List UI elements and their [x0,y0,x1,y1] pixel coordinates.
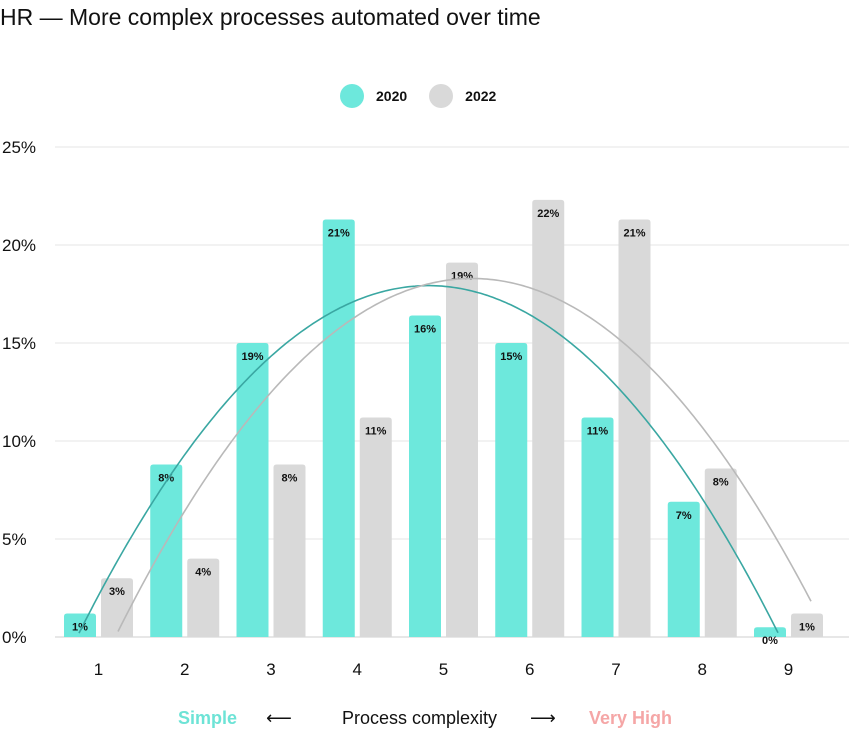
data-label-2022: 11% [365,425,387,437]
data-label-2022: 22% [537,208,559,220]
data-label-2020: 15% [500,351,522,363]
y-tick-label: 25% [2,138,36,157]
y-tick-label: 5% [2,530,27,549]
legend-swatch-2022 [429,84,454,108]
bar-2022-4 [359,417,392,637]
legend-item-2022: 2022 [429,84,496,108]
x-axis-label-center: Process complexity [342,708,498,728]
data-label-2022: 8% [282,473,298,485]
trendline-2020 [78,284,779,634]
bar-2020-4 [322,219,355,637]
data-label-2020: 7% [676,510,692,522]
bar-2020-9 [754,627,786,637]
data-label-2022: 4% [195,567,211,579]
x-axis-arrow-left: ⟵ [266,708,292,728]
legend: 2020 2022 [340,84,518,108]
x-tick-label: 9 [784,660,793,679]
y-tick-label: 0% [2,628,27,647]
data-label-2020: 0% [762,635,778,647]
data-label-2022: 21% [623,228,645,240]
bar-2022-3 [273,464,306,637]
x-tick-label: 1 [94,660,103,679]
bar-2022-9 [791,613,823,637]
x-tick-label: 6 [525,660,534,679]
bar-2020-8 [667,501,700,637]
bar-2020-6 [495,343,528,637]
bar-2022-6 [532,199,565,638]
y-tick-label: 10% [2,432,36,451]
bar-2022-7 [618,219,651,637]
data-label-2020: 16% [414,324,436,336]
bar-2022-2 [187,558,220,637]
y-tick-label: 20% [2,236,36,255]
trendline-2022 [117,277,812,632]
data-label-2022: 3% [109,586,125,598]
x-tick-label: 4 [353,660,362,679]
legend-label-2020: 2020 [376,88,408,104]
bar-2022-8 [704,468,737,637]
data-label-2022: 19% [451,271,473,283]
bar-chart: 0% 5% 10% 15% 20% 25% 1% 8% 19% 21% 16% 15% 11% 7% 0% 3… [2,138,849,679]
bar-2020-5 [409,315,441,637]
chart-title: HR — More complex processes automated ov… [0,4,541,30]
x-axis-label-simple: Simple [178,708,238,728]
data-label-2020: 21% [328,228,350,240]
bar-2022-1 [101,578,133,637]
bar-2020-1 [64,613,96,637]
x-tick-label: 5 [439,660,448,679]
data-label-2022: 8% [713,476,729,488]
legend-label-2022: 2022 [465,88,497,104]
bar-2022-5 [446,262,478,637]
bar-2020-2 [150,464,183,637]
x-axis-arrow-right: ⟶ [530,708,556,728]
x-tick-label: 2 [180,660,189,679]
x-tick-label: 8 [698,660,707,679]
x-axis-label-very-high: Very High [589,708,673,728]
y-tick-label: 15% [2,334,36,353]
x-tick-label: 3 [266,660,275,679]
x-tick-label: 7 [611,660,620,679]
legend-swatch-2020 [340,84,364,108]
legend-item-2020: 2020 [340,84,407,108]
bar-2020-7 [581,417,614,637]
data-label-2022: 1% [799,621,815,633]
data-label-2020: 11% [587,425,609,437]
bar-2020-3 [236,343,269,637]
data-label-2020: 19% [241,351,263,363]
data-label-2020: 8% [158,473,174,485]
